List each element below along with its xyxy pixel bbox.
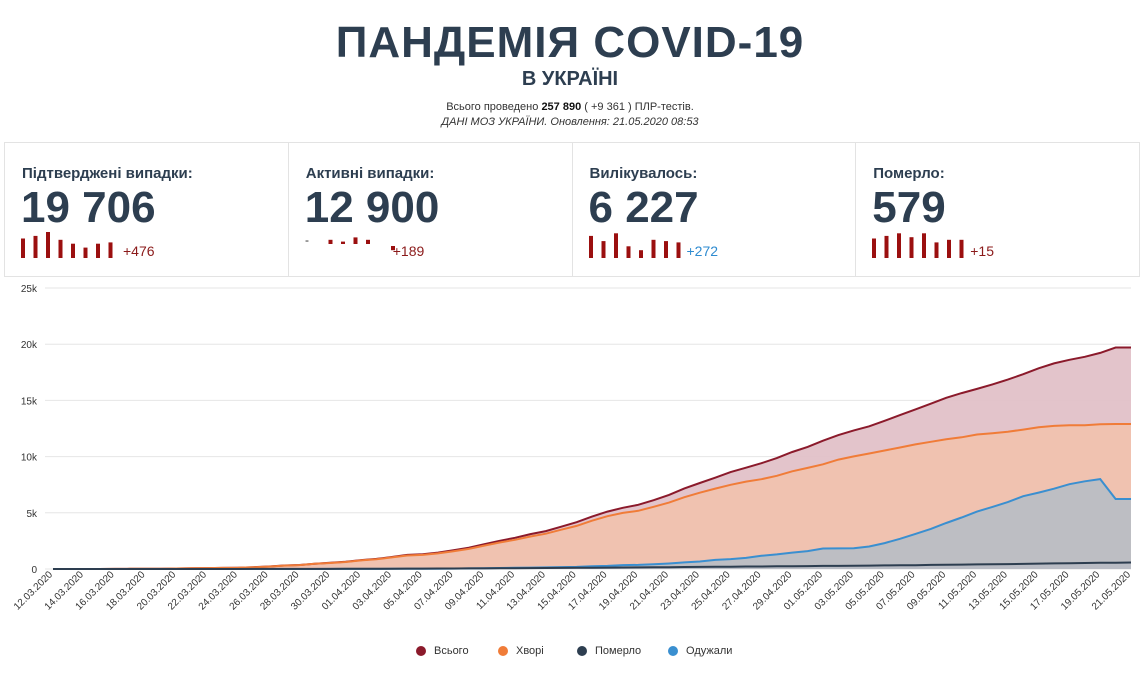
covid-area-chart: 0 5k 10k 15k 20k 25k 12.03.202014.03.202016.03… xyxy=(12,284,1133,613)
spark-bar xyxy=(108,242,113,258)
spark-bar xyxy=(328,239,333,244)
spark-bar xyxy=(46,232,50,258)
spark-bar xyxy=(340,241,345,244)
spark-bar xyxy=(353,237,358,244)
legend-label: Померло xyxy=(595,645,642,657)
stat-card-active: Активні випадки: 12 900 - +189 xyxy=(289,143,573,276)
stat-sparkline xyxy=(872,233,964,258)
stat-sparkline: - xyxy=(305,233,395,251)
y-tick-label: 15k xyxy=(21,396,38,407)
y-tick-label: 5k xyxy=(26,509,38,520)
legend-label: Хворі xyxy=(516,645,544,657)
series-area-1 xyxy=(53,424,1131,569)
stat-sparkline xyxy=(21,232,113,258)
spark-bar xyxy=(959,239,964,258)
spark-bar xyxy=(934,242,939,258)
y-tick-label: 0 xyxy=(31,565,37,576)
y-tick-label: 20k xyxy=(21,340,38,351)
tests-delta: ( +9 361 ) xyxy=(584,101,632,113)
stat-label: Підтверджені випадки: xyxy=(22,165,193,182)
spark-bar xyxy=(638,250,643,258)
stat-delta: +15 xyxy=(970,243,994,259)
tests-summary: Всього проведено 257 890 ( +9 361 ) ПЛР-… xyxy=(0,101,1140,113)
stat-delta: +189 xyxy=(392,243,425,259)
legend-item[interactable]: Одужали xyxy=(668,643,732,659)
stat-delta: +272 xyxy=(686,243,719,259)
spark-bar xyxy=(872,238,877,258)
stat-value: 6 227 xyxy=(588,183,699,232)
data-source: ДАНІ МОЗ УКРАЇНИ. Оновлення: 21.05.2020 … xyxy=(441,116,699,128)
stat-card-confirmed: Підтверджені випадки: 19 706 +476 xyxy=(4,143,289,276)
spark-bar xyxy=(897,233,902,258)
spark-bar xyxy=(613,233,618,258)
spark-bar xyxy=(663,241,668,258)
series-area-2 xyxy=(53,562,1131,569)
tests-total: 257 890 xyxy=(541,101,582,113)
stat-label: Активні випадки: xyxy=(305,165,435,182)
legend-swatch xyxy=(668,646,678,656)
stat-label: Померло: xyxy=(873,165,945,182)
stat-card-deaths: Померло: 579 +15 xyxy=(856,143,1140,276)
series-line-1 xyxy=(53,423,1131,570)
spark-bar xyxy=(71,243,75,258)
stat-delta: +476 xyxy=(123,243,155,259)
y-tick-label: 10k xyxy=(21,453,38,464)
legend-swatch xyxy=(416,646,426,656)
legend-label: Всього xyxy=(434,645,469,657)
stat-value: 579 xyxy=(872,183,946,232)
series-area-3 xyxy=(53,479,1131,569)
spark-bar xyxy=(33,235,38,258)
spark-bar xyxy=(365,239,370,244)
spark-bar xyxy=(588,235,593,258)
spark-bar xyxy=(947,239,952,258)
chart-legend: Всього Хворі Померло Одужали xyxy=(0,643,1140,663)
spark-bar xyxy=(83,247,88,258)
legend-swatch xyxy=(577,646,587,656)
legend-label: Одужали xyxy=(686,645,733,657)
series-line-2 xyxy=(53,561,1132,570)
spark-bar xyxy=(884,235,889,258)
tests-prefix: Всього проведено xyxy=(446,101,539,113)
page-subtitle: В УКРАЇНІ xyxy=(521,68,619,90)
tests-suffix: ПЛР-тестів. xyxy=(634,101,694,113)
spark-bar xyxy=(651,239,655,258)
spark-bar xyxy=(676,242,680,258)
legend-item[interactable]: Померло xyxy=(577,643,641,659)
y-tick-label: 25k xyxy=(21,284,38,295)
stat-label: Вилікувалось: xyxy=(589,165,698,182)
stat-value: 12 900 xyxy=(304,183,440,232)
legend-swatch xyxy=(498,646,508,656)
spark-bar xyxy=(909,237,914,258)
spark-prefix: - xyxy=(305,233,309,247)
spark-bar xyxy=(390,246,395,251)
spark-bar xyxy=(21,238,25,258)
spark-bar xyxy=(96,243,100,258)
stat-card-recovered: Вилікувалось: 6 227 +272 xyxy=(573,143,857,276)
page-title: ПАНДЕМІЯ COVID-19 xyxy=(335,18,805,67)
legend-item[interactable]: Хворі xyxy=(498,643,544,659)
stat-value: 19 706 xyxy=(21,183,156,232)
stat-sparkline xyxy=(588,233,680,258)
stats-row: Підтверджені випадки: 19 706 +476 Активн… xyxy=(4,142,1140,277)
x-axis: 12.03.202014.03.202016.03.202018.03.2020… xyxy=(12,569,1133,612)
spark-bar xyxy=(58,239,63,258)
spark-bar xyxy=(922,233,927,258)
spark-bar xyxy=(601,241,605,258)
spark-bar xyxy=(626,246,630,258)
legend-item[interactable]: Всього xyxy=(416,643,469,659)
